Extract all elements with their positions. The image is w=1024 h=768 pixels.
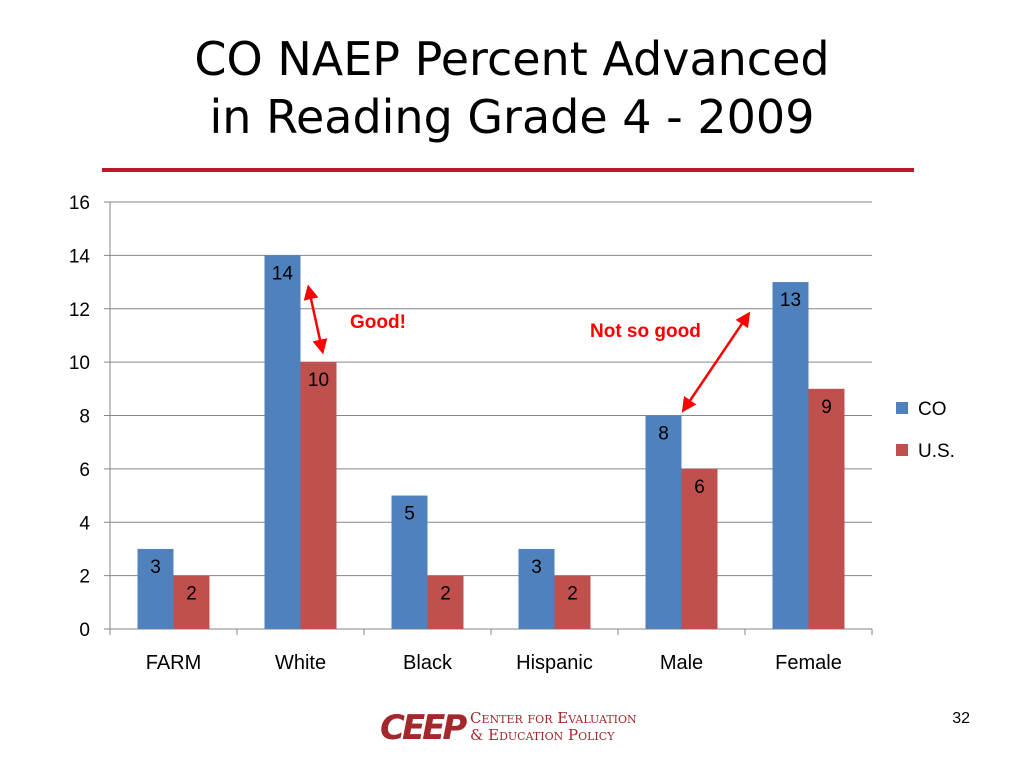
title-line-2: in Reading Grade 4 - 2009 [209,90,815,144]
data-label: 8 [658,424,669,445]
not-so-good-annotation: Not so good [590,321,701,342]
data-label: 10 [308,370,329,391]
x-tick-label: Male [660,652,703,674]
bar [427,575,464,629]
data-label: 2 [567,584,578,605]
data-label: 6 [694,477,705,498]
x-tick-label: Hispanic [516,652,593,674]
logo-text: Center for Evaluation & Education Policy [470,710,637,744]
data-label: 2 [440,584,451,605]
logo-line-2: & Education Policy [470,726,615,744]
y-tick-label: 0 [79,620,90,641]
data-label: 3 [531,557,542,578]
data-label: 2 [186,584,197,605]
logo-line-1: Center for Evaluation [470,709,637,727]
data-label: 14 [272,263,294,284]
data-label: 13 [780,290,801,311]
bar [300,362,337,629]
good-arrow [303,284,328,355]
legend-swatch [896,444,908,456]
legend-swatch [896,402,908,414]
x-tick-label: Black [403,652,453,674]
bar [772,282,809,629]
data-label: 5 [404,504,415,525]
y-tick-label: 8 [79,407,90,428]
bar [645,415,682,629]
slide-title: CO NAEP Percent Advanced in Reading Grad… [0,30,1024,146]
y-tick-label: 10 [69,353,90,374]
bar [518,548,555,629]
x-tick-label: White [275,652,326,674]
y-tick-label: 12 [69,300,90,321]
data-label: 9 [821,397,832,418]
good-annotation: Good! [350,312,406,333]
logo-mark: CEEP [380,708,467,748]
y-tick-label: 6 [79,460,90,481]
not-so-good-arrow [681,311,751,413]
bar [173,575,210,629]
y-tick-label: 4 [79,513,90,534]
bar [808,388,845,629]
title-divider [102,168,914,172]
bar [137,548,174,629]
y-tick-label: 16 [69,193,90,214]
bar [681,468,718,629]
y-tick-label: 14 [69,246,91,267]
page-number: 32 [952,710,970,727]
x-tick-label: Female [775,652,842,674]
x-tick-label: FARM [146,652,202,674]
ceep-logo: CEEP Center for Evaluation & Education P… [380,706,680,748]
bar [264,255,301,629]
legend-label: U.S. [918,441,955,462]
bar-chart: 0 2 4 6 8 10 12 14 16 3 2 FARM 14 10 White 5 2 Black 3 2 His… [69,193,955,674]
y-tick-label: 2 [79,567,90,588]
data-label: 3 [150,557,161,578]
bar [391,495,428,629]
legend-label: CO [918,399,947,420]
title-line-1: CO NAEP Percent Advanced [194,32,830,86]
bar [554,575,591,629]
